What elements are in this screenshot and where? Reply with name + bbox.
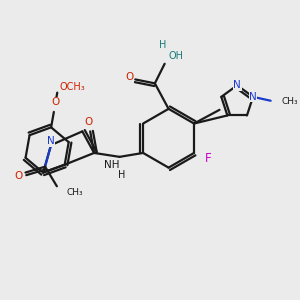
Text: N: N: [233, 80, 241, 90]
Text: O: O: [125, 73, 134, 82]
Text: NH: NH: [104, 160, 119, 170]
Text: F: F: [204, 152, 211, 165]
Text: N: N: [47, 136, 55, 146]
Text: O: O: [51, 97, 60, 107]
Text: CH₃: CH₃: [281, 97, 298, 106]
Text: OCH₃: OCH₃: [60, 82, 86, 92]
Text: O: O: [84, 117, 92, 127]
Text: N: N: [249, 92, 257, 102]
Text: CH₃: CH₃: [67, 188, 83, 196]
Text: O: O: [14, 172, 23, 182]
Text: OH: OH: [169, 51, 184, 61]
Text: H: H: [159, 40, 166, 50]
Text: H: H: [118, 169, 125, 179]
